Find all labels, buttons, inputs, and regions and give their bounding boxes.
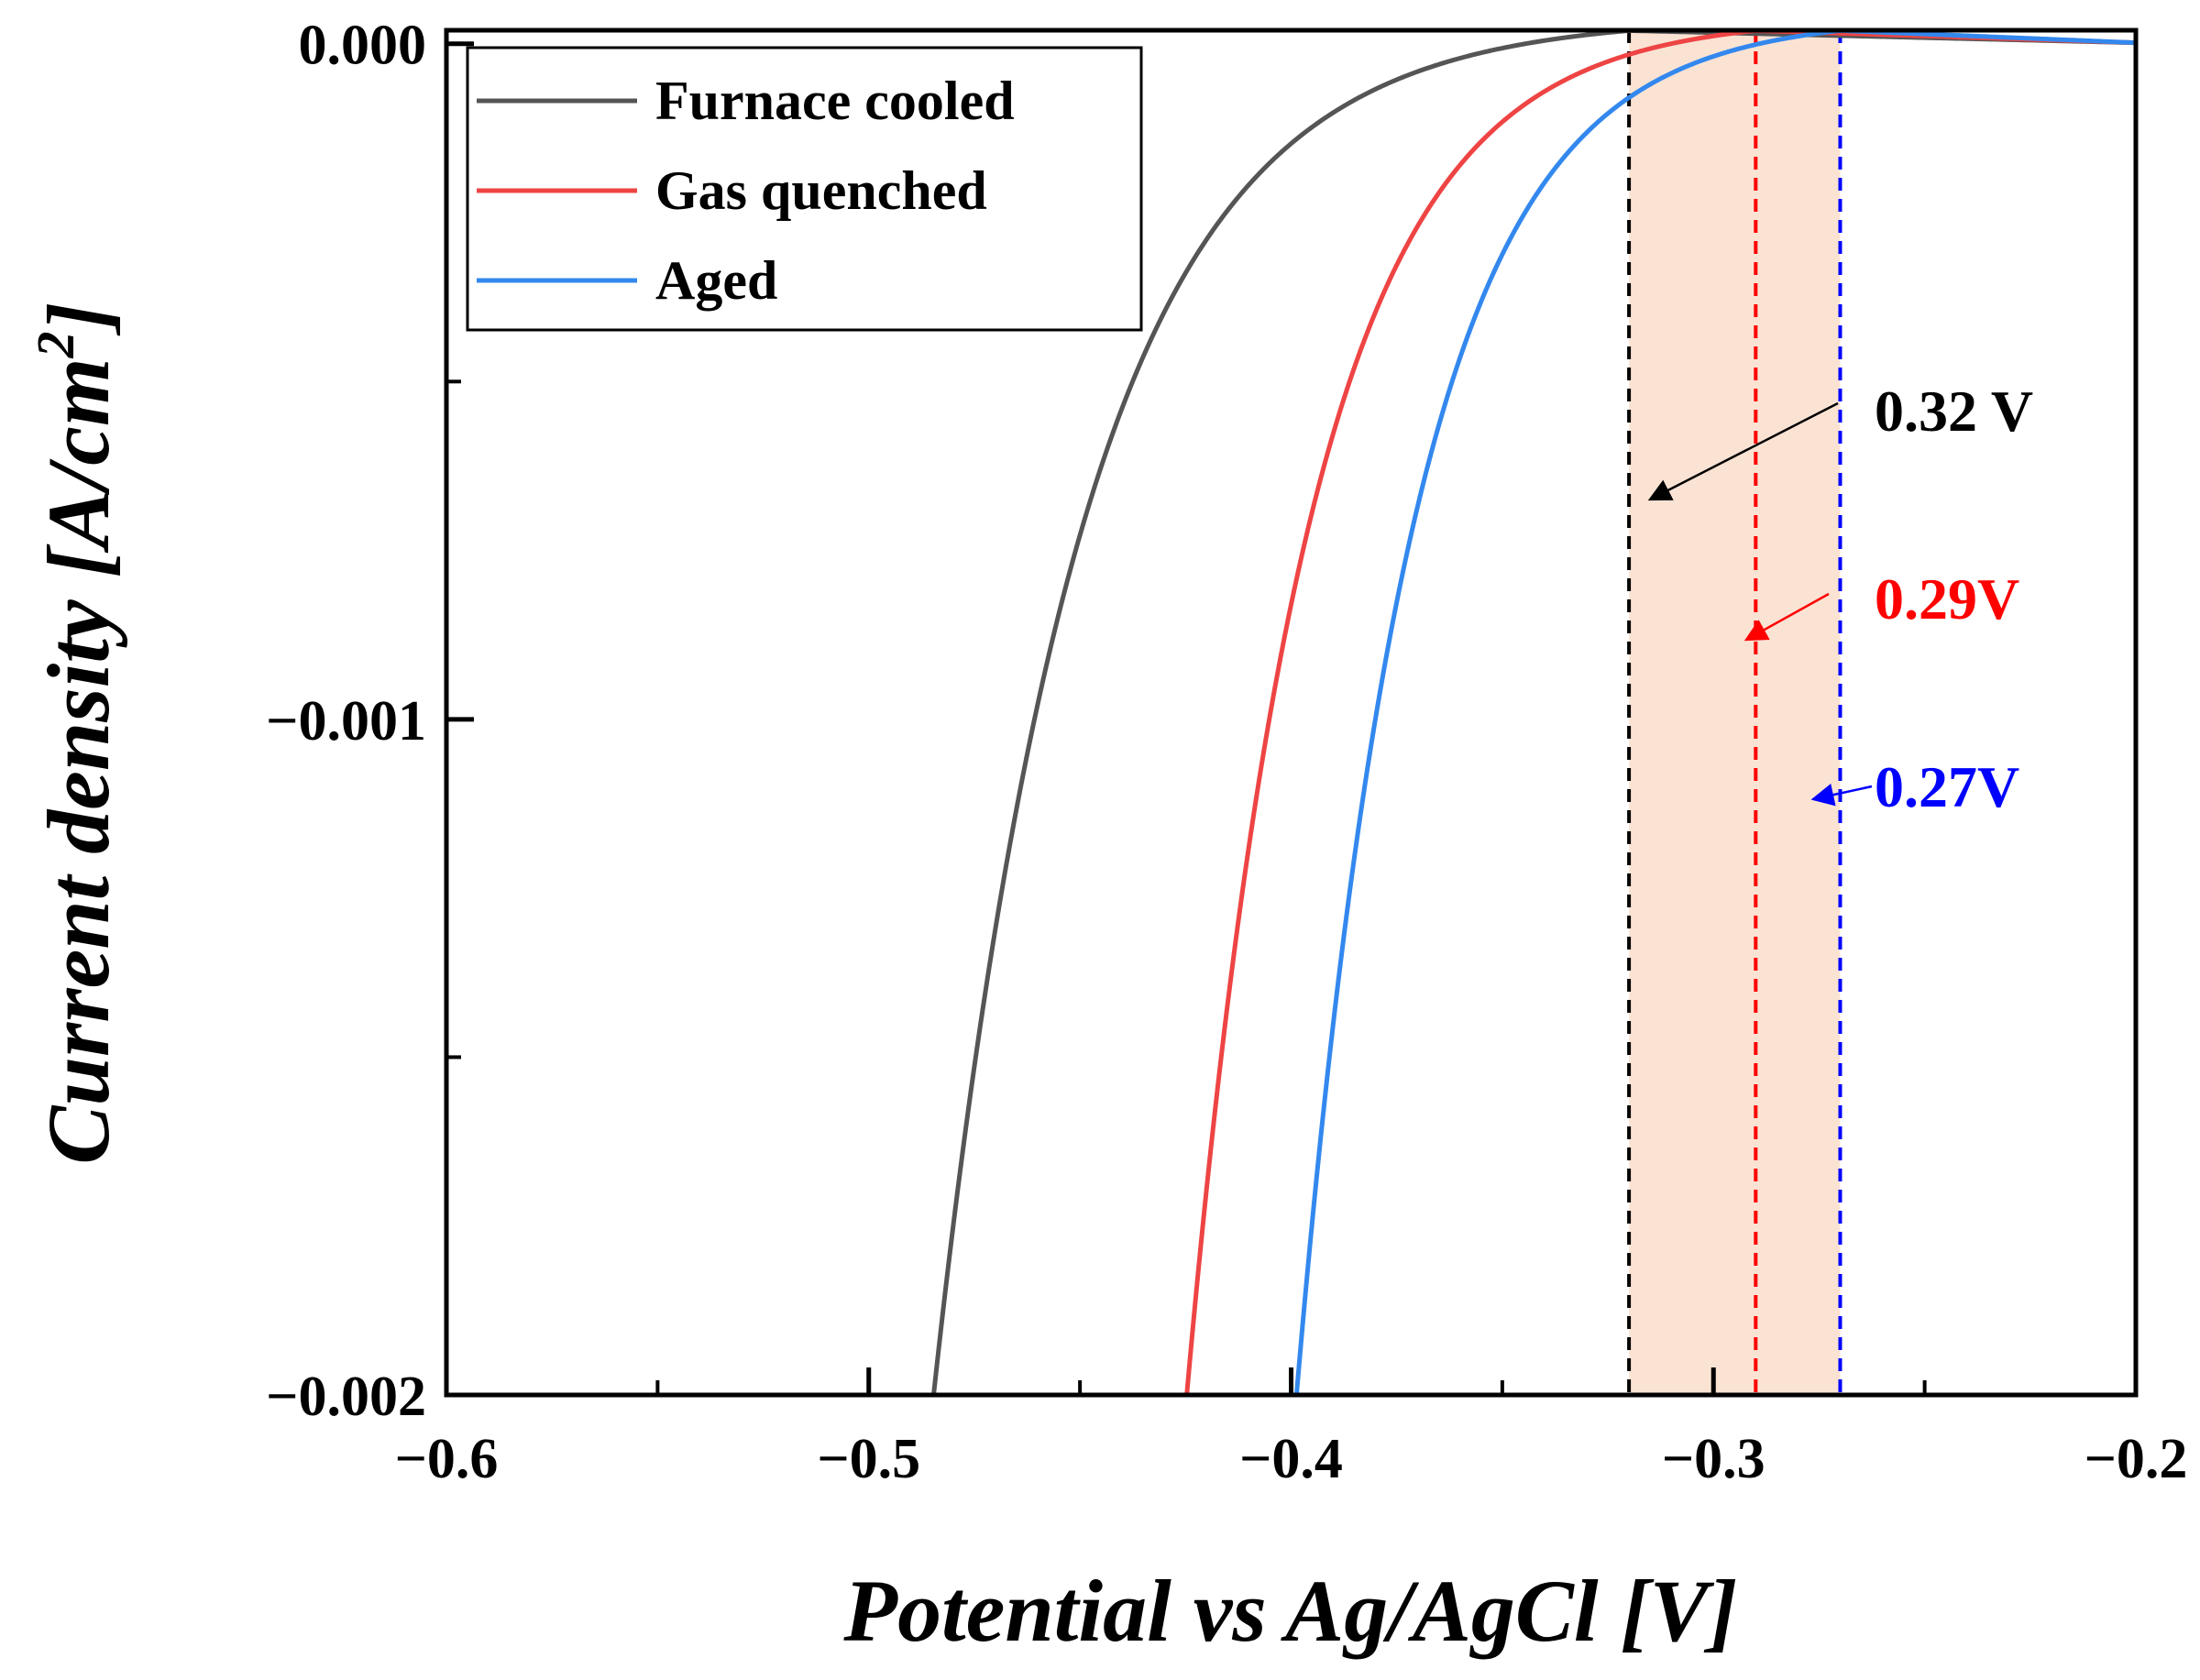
annotation-label-2: 0.27V [1875,754,2019,819]
x-axis-title: Potential vs Ag/AgCl [V] [842,1562,1737,1660]
annotation-label-0: 0.32 V [1875,379,2033,444]
legend-label-1: Gas quenched [655,160,987,221]
y-tick-label-0: 0.000 [299,15,427,77]
y-tick-label-1: −0.001 [266,690,426,752]
series-line-2 [1293,30,2136,1395]
annotation-label-1: 0.29V [1875,566,2019,631]
x-tick-label-2: −0.4 [1239,1428,1343,1490]
x-tick-label-3: −0.3 [1662,1428,1766,1490]
annotation-arrow-1 [1744,592,1830,642]
x-tick-label-0: −0.6 [395,1428,499,1490]
legend: Furnace cooled Gas quenched Aged [466,46,1143,332]
legend-label-0: Furnace cooled [655,71,1015,131]
y-axis-title: Current density [A/cm2] [26,302,127,1164]
annotation-arrow-0 [1647,401,1839,501]
x-tick-label-4: −0.2 [2084,1428,2188,1490]
shaded-region [1629,30,1841,1395]
legend-label-2: Aged [655,250,777,311]
y-tick-label-2: −0.002 [266,1366,426,1428]
annotation-arrow-2 [1810,783,1873,807]
x-tick-label-1: −0.5 [817,1428,920,1490]
